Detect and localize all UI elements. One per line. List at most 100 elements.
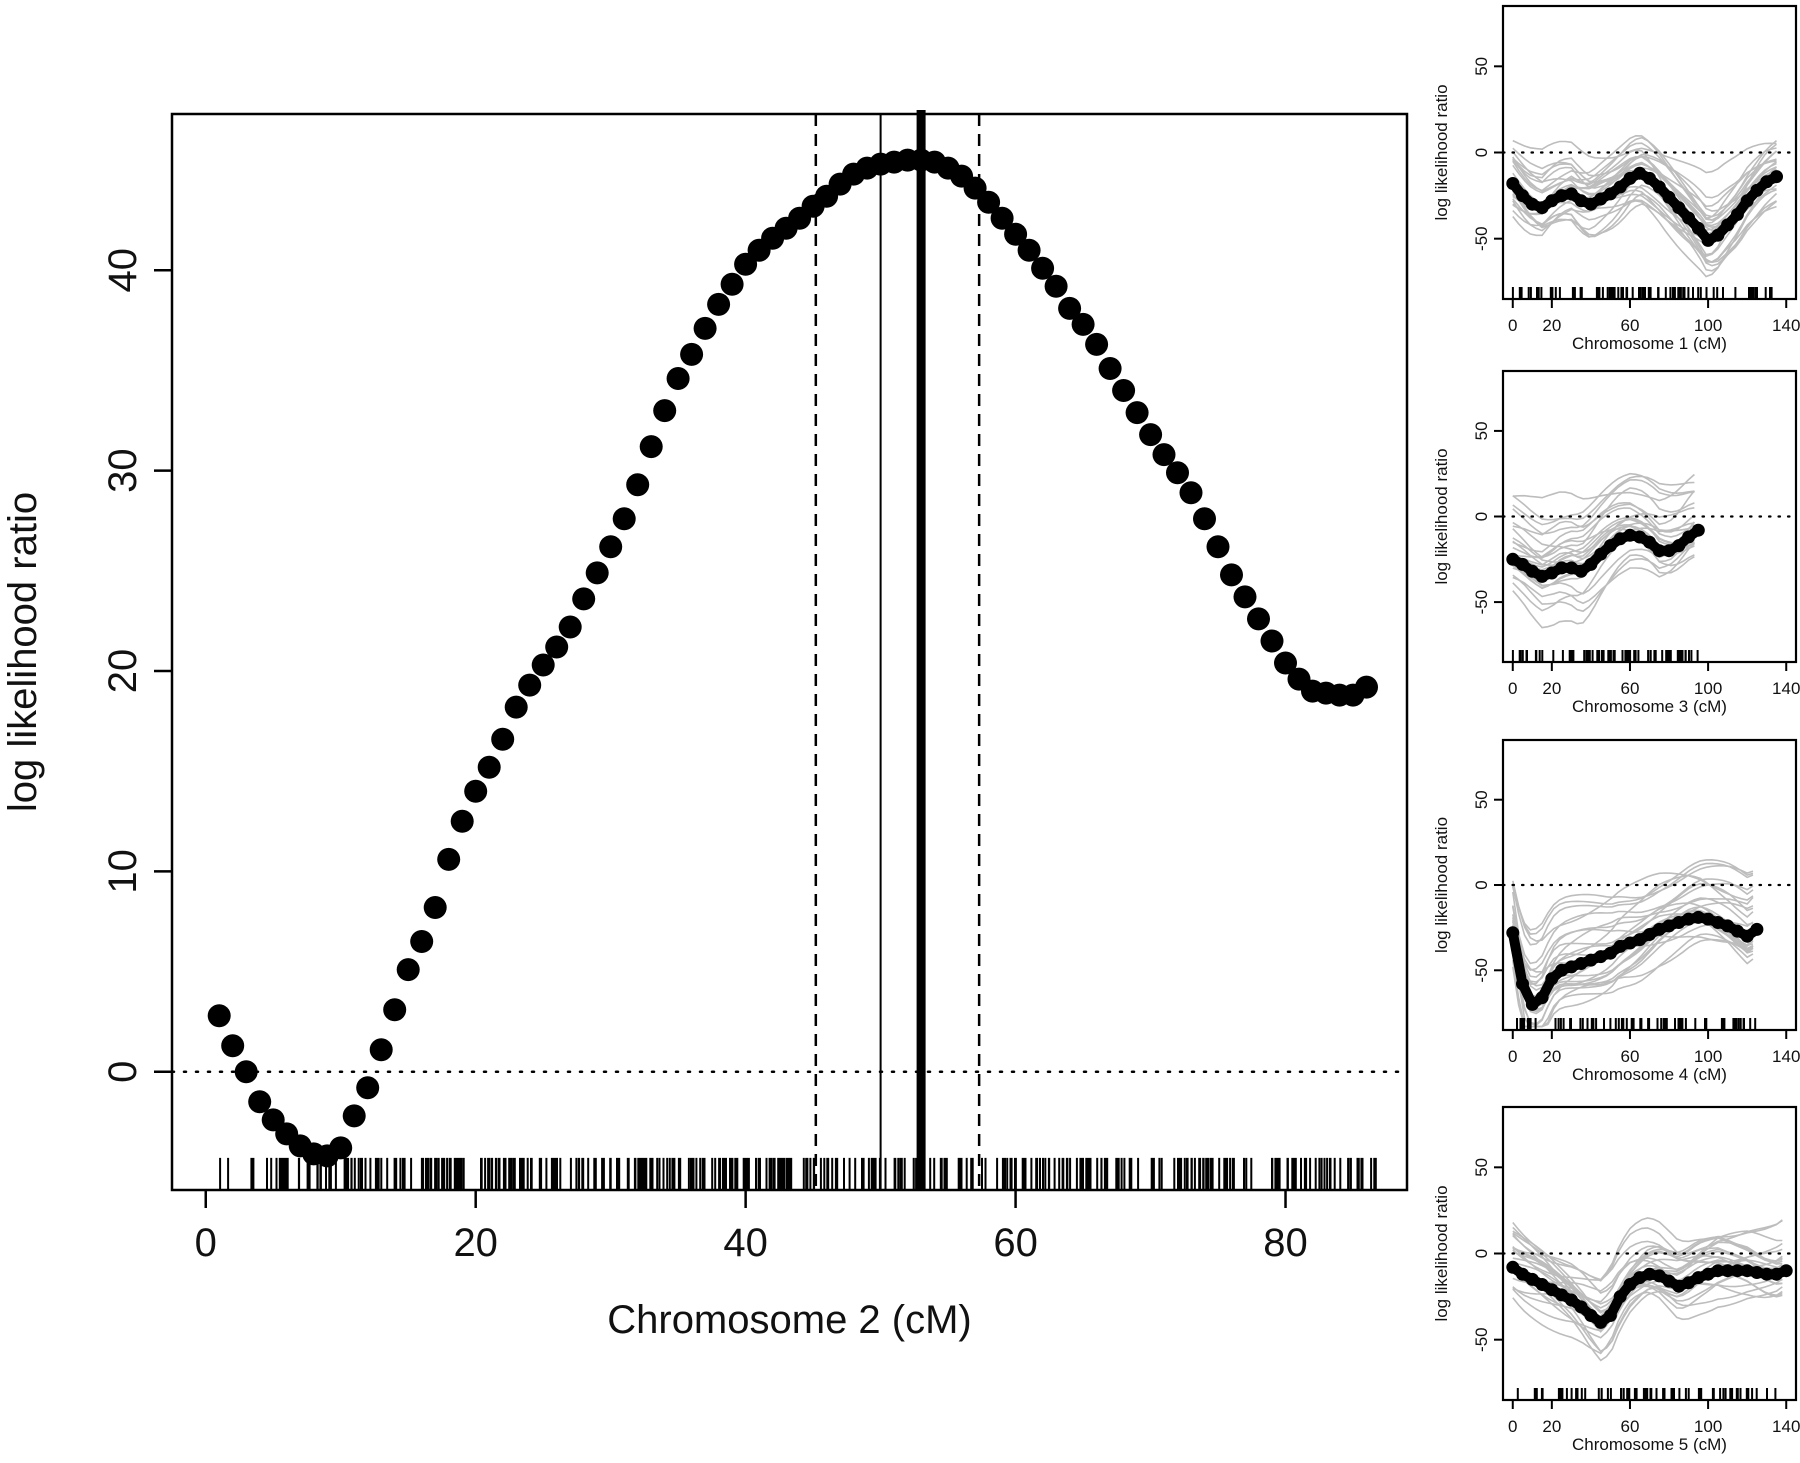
chromosome-panel: 0 20 60 100 140 50 0 -50 Chromosome 5 (cM) log li… xyxy=(1432,1105,1800,1454)
background-curve xyxy=(1512,1226,1783,1333)
data-point xyxy=(558,615,582,639)
background-curve xyxy=(1512,896,1754,1001)
data-point xyxy=(1643,535,1656,549)
background-curve xyxy=(1512,490,1696,536)
x-tick-label: 140 xyxy=(1772,679,1800,698)
data-point xyxy=(1662,919,1676,933)
data-point xyxy=(1730,208,1744,221)
data-point xyxy=(1516,1267,1529,1281)
background-curve xyxy=(1512,184,1777,267)
x-tick-label: 20 xyxy=(1542,1417,1561,1436)
data-point xyxy=(1691,523,1705,537)
data-point xyxy=(1643,171,1656,185)
data-point xyxy=(1633,933,1647,947)
data-point xyxy=(1004,222,1028,246)
chromosome-panel: 0 20 60 100 140 50 0 -50 Chromosome 3 (cM) log li… xyxy=(1432,369,1800,716)
x-tick-label: 60 xyxy=(1621,1047,1640,1066)
data-point xyxy=(1711,228,1725,242)
data-point xyxy=(639,435,663,459)
background-curve xyxy=(1512,472,1695,526)
data-point xyxy=(1535,991,1549,1005)
data-point xyxy=(437,847,461,871)
data-point xyxy=(599,535,623,559)
y-tick-label: 0 xyxy=(1472,1249,1491,1258)
data-point xyxy=(342,1104,366,1128)
y-tick-label: 50 xyxy=(1472,1158,1491,1177)
data-point xyxy=(720,272,744,296)
x-axis-label: Chromosome 5 (cM) xyxy=(1572,1435,1727,1454)
data-point xyxy=(693,316,717,340)
data-point xyxy=(1672,1279,1686,1293)
y-axis-label: log likelihood ratio xyxy=(1432,1185,1451,1321)
y-axis-label: log likelihood ratio xyxy=(1432,84,1451,220)
data-point xyxy=(1274,651,1297,675)
x-tick-label: 0 xyxy=(1508,1417,1517,1436)
background-curve xyxy=(1512,878,1754,986)
data-point xyxy=(1545,566,1559,580)
data-point xyxy=(1098,357,1122,380)
x-tick-label: 140 xyxy=(1772,316,1800,335)
x-tick-label: 0 xyxy=(195,1221,217,1265)
background-curve xyxy=(1512,1232,1783,1322)
y-tick-label: 0 xyxy=(101,1061,145,1083)
x-tick-label: 20 xyxy=(1542,1047,1561,1066)
y-tick-label: 40 xyxy=(101,248,145,293)
data-point xyxy=(329,1136,353,1160)
data-point xyxy=(1721,919,1735,933)
x-tick-label: 0 xyxy=(1508,1047,1517,1066)
data-point xyxy=(1179,481,1203,505)
data-point xyxy=(410,930,434,953)
data-point xyxy=(1220,563,1243,587)
main-panel: 0 20 40 60 80 0 10 20 30 40 Chromosome 2 (cM) log l… xyxy=(1,110,1409,1342)
data-point xyxy=(464,779,488,803)
data-point xyxy=(1555,1288,1569,1302)
data-point xyxy=(1623,528,1637,542)
y-tick-label: 50 xyxy=(1472,421,1491,440)
y-tick-label: 10 xyxy=(101,849,145,894)
data-point xyxy=(396,958,420,982)
data-point xyxy=(707,292,731,316)
background-curve xyxy=(1512,1220,1783,1282)
data-point xyxy=(1564,187,1578,201)
data-point xyxy=(1058,296,1082,320)
data-point xyxy=(585,561,609,585)
x-tick-label: 140 xyxy=(1772,1047,1800,1066)
data-point xyxy=(666,367,690,390)
data-point xyxy=(1750,183,1764,197)
data-point xyxy=(1603,946,1617,960)
data-point xyxy=(1574,564,1588,578)
background-curve xyxy=(1512,1286,1783,1355)
data-point xyxy=(1594,547,1608,561)
x-tick-label: 140 xyxy=(1772,1417,1800,1436)
background-curve xyxy=(1512,536,1695,612)
data-point xyxy=(1139,423,1163,447)
plot-frame xyxy=(170,112,1409,1192)
data-point xyxy=(1125,401,1149,425)
background-curve xyxy=(1512,518,1695,571)
data-point xyxy=(1760,1267,1774,1281)
background-curve xyxy=(1512,858,1754,935)
background-curve xyxy=(1512,1230,1783,1294)
data-point xyxy=(1584,1309,1598,1322)
data-point xyxy=(1691,221,1705,235)
data-point xyxy=(1701,1267,1715,1281)
y-tick-label: 50 xyxy=(1472,790,1491,809)
data-point xyxy=(1166,461,1189,485)
data-point xyxy=(504,695,528,719)
data-point xyxy=(491,727,515,751)
data-point xyxy=(1652,180,1666,194)
data-point xyxy=(1525,997,1539,1011)
marker-rug xyxy=(219,1157,1377,1190)
x-tick-label: 80 xyxy=(1263,1221,1308,1265)
data-point xyxy=(1613,1290,1627,1304)
data-point xyxy=(1652,544,1666,558)
data-point xyxy=(1525,564,1539,578)
x-tick-label: 60 xyxy=(1621,1417,1640,1436)
data-point xyxy=(1672,916,1686,929)
data-point xyxy=(1643,1267,1656,1281)
y-tick-label: -50 xyxy=(1472,958,1491,983)
y-axis-label: log likelihood ratio xyxy=(1432,817,1451,953)
x-tick-label: 100 xyxy=(1694,1417,1722,1436)
data-point xyxy=(572,587,596,611)
